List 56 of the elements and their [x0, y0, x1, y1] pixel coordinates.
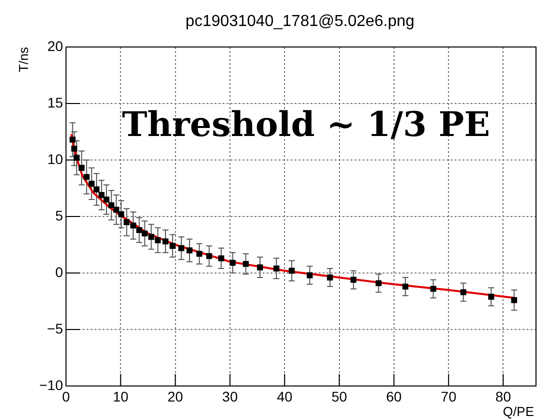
point — [460, 289, 466, 296]
point — [78, 164, 85, 171]
point — [178, 245, 184, 252]
point — [350, 276, 356, 283]
annotation: Threshold ~ 1/3 PE — [122, 104, 490, 145]
x-tick-label: 30 — [222, 388, 238, 404]
chart-title: pc19031040_1781@5.02e6.png — [186, 13, 414, 30]
x-tick-label: 60 — [386, 388, 402, 404]
x-tick-label: 40 — [276, 388, 293, 404]
point — [186, 247, 192, 254]
point — [124, 219, 130, 226]
point — [142, 230, 148, 236]
point — [196, 250, 202, 257]
point — [94, 186, 100, 192]
point — [154, 237, 161, 244]
y-tick-label: 0 — [55, 264, 64, 280]
y-tick-label: 20 — [47, 38, 64, 54]
point — [136, 227, 142, 234]
point — [84, 174, 90, 180]
point — [273, 266, 280, 272]
y-axis-title: T/ns — [16, 46, 31, 72]
y-tick-label: 15 — [47, 94, 64, 110]
point — [170, 242, 176, 249]
point — [70, 136, 76, 143]
x-tick-label: 20 — [168, 388, 184, 404]
x-tick-label: 70 — [440, 388, 457, 404]
x-tick-label: 80 — [495, 388, 512, 404]
point — [162, 238, 168, 244]
x-tick-label: 50 — [331, 388, 348, 404]
point — [98, 192, 104, 198]
point — [148, 234, 154, 240]
point — [103, 196, 110, 203]
point — [118, 211, 124, 218]
y-tick-label: −5 — [47, 320, 64, 336]
point — [71, 146, 78, 152]
y-tick-label: −10 — [39, 376, 64, 393]
point — [288, 268, 295, 274]
point — [488, 294, 494, 300]
point — [257, 264, 263, 270]
x-tick-label: 10 — [112, 388, 129, 404]
point — [206, 253, 212, 260]
point — [326, 274, 333, 280]
y-tick-label: 5 — [55, 207, 64, 224]
point — [402, 284, 408, 290]
point — [130, 222, 136, 229]
point — [108, 202, 114, 208]
point — [242, 260, 249, 267]
y-tick-label: 10 — [47, 150, 64, 167]
point — [230, 260, 236, 266]
x-axis-title: Q/PE — [502, 404, 534, 419]
point — [88, 180, 95, 187]
point — [113, 206, 120, 213]
point — [376, 280, 382, 286]
point — [430, 286, 436, 292]
point — [218, 255, 224, 262]
point — [511, 297, 518, 304]
